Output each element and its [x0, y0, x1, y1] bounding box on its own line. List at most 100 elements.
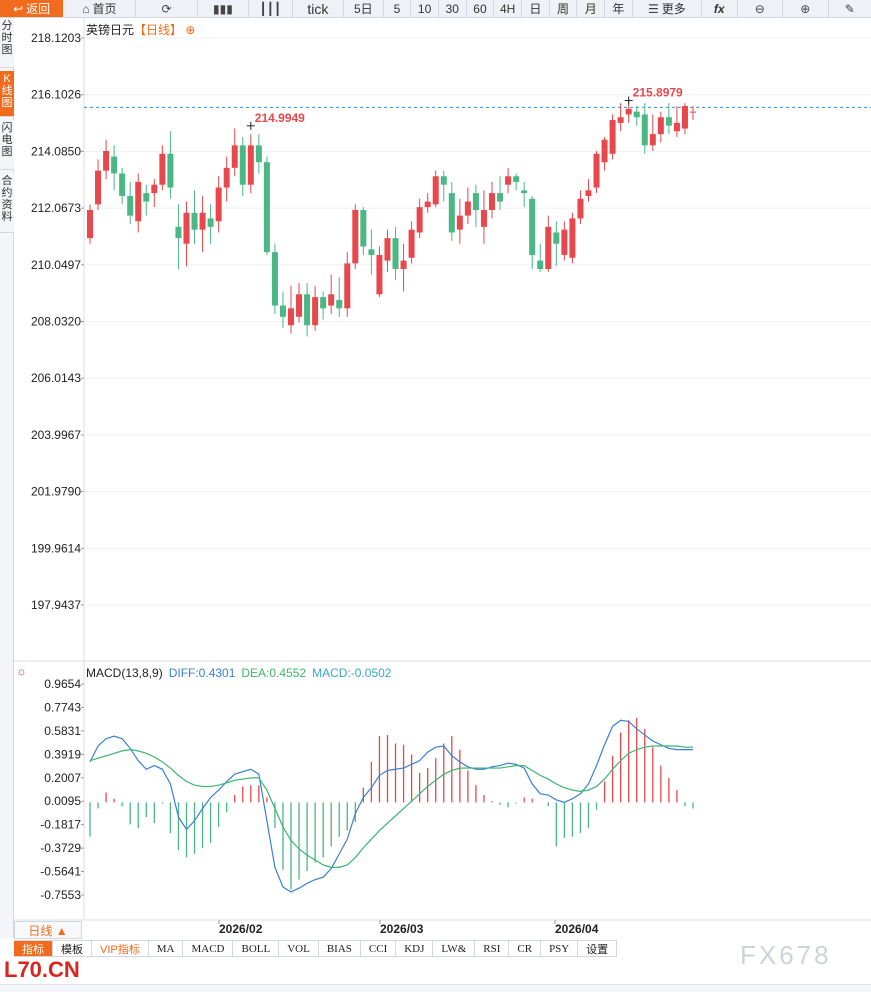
indicator-lw[interactable]: LW&: [433, 941, 476, 956]
candlestick-icon: ┃┃┃: [259, 1, 282, 16]
candle-body: [175, 226, 182, 239]
indicator-cr[interactable]: CR: [509, 941, 542, 956]
period-30min[interactable]: 30: [439, 0, 467, 17]
period-60min[interactable]: 60: [467, 0, 495, 17]
bar-chart-icon: ▮▮▮: [213, 1, 233, 16]
kline-chart[interactable]: 218.1203 216.1026 214.0850 212.0673 210.0497…: [0, 0, 871, 940]
period-week[interactable]: 周: [550, 0, 578, 17]
period-year[interactable]: 年: [605, 0, 633, 17]
candle-body: [376, 254, 383, 295]
candle-body: [609, 120, 616, 154]
indicator-label: VOL: [287, 942, 310, 955]
back-button[interactable]: ↩ 返回: [0, 0, 64, 17]
settings-tab[interactable]: 设置: [578, 941, 618, 956]
template-tab[interactable]: 模板: [53, 941, 92, 956]
candle-body: [432, 176, 439, 205]
fx-button[interactable]: fx: [702, 0, 738, 17]
indicator-psy[interactable]: PSY: [541, 941, 579, 956]
indicator-label: 模板: [61, 943, 83, 956]
macd-title: MACD(13,8,9): [86, 666, 163, 680]
tab-label: 合约资料: [1, 175, 13, 223]
indicator-label: 设置: [586, 943, 609, 956]
candle-body: [111, 156, 118, 174]
refresh-button[interactable]: ⟳: [136, 0, 198, 17]
candle-body: [127, 195, 134, 216]
add-compare-icon[interactable]: ⊕: [185, 23, 196, 37]
period-label: 日: [529, 2, 542, 16]
chart-title: 英镑日元【日线】 ⊕: [86, 21, 195, 38]
tab-flash-chart[interactable]: 闪电图: [0, 120, 14, 170]
indicator-label: VIP指标: [100, 943, 140, 956]
zoom-in-icon: ⊕: [800, 1, 811, 16]
candle-body: [312, 297, 319, 326]
diff-line: [89, 719, 693, 893]
tab-kline[interactable]: K线图: [0, 71, 14, 117]
candle-body: [529, 198, 536, 255]
macd-tick-label: 0.2007: [44, 771, 81, 785]
macd-tick-label: 0.3919: [44, 747, 81, 761]
more-button[interactable]: ☰ 更多: [633, 0, 702, 17]
price-tick-label: 201.9790: [31, 485, 81, 499]
indicator-cci[interactable]: CCI: [361, 941, 397, 956]
fx-label: fx: [713, 1, 725, 16]
indicator-tab[interactable]: 指标: [14, 941, 53, 956]
period-label: 年: [612, 2, 625, 16]
macd-tick-label: 0.0095: [44, 794, 81, 808]
period-label: 5: [393, 1, 401, 16]
vip-indicator-tab[interactable]: VIP指标: [92, 941, 149, 956]
period-month[interactable]: 月: [577, 0, 606, 17]
price-tick-label: 206.0143: [31, 371, 81, 385]
candle-body: [279, 305, 286, 317]
date-tick-label: 2026/02: [219, 922, 263, 936]
price-tick-label: 216.1026: [31, 88, 81, 102]
price-tick-label: 212.0673: [31, 201, 81, 215]
zoom-in-button[interactable]: ⊕: [783, 0, 829, 17]
price-tick-label: 218.1203: [31, 31, 81, 45]
period-5day[interactable]: 5日: [344, 0, 384, 17]
candle-type-button[interactable]: ┃┃┃: [249, 0, 293, 17]
period-select-button[interactable]: 日线 ▲: [14, 921, 82, 939]
candle-body: [288, 308, 294, 326]
candle-body: [424, 201, 431, 208]
period-4h[interactable]: 4H: [494, 0, 522, 17]
tab-time-sharing[interactable]: 分时图: [0, 18, 14, 68]
settings-gear-icon[interactable]: ☼: [16, 664, 27, 678]
tab-contract-info[interactable]: 合约资料: [0, 173, 14, 233]
indicator-vol[interactable]: VOL: [279, 941, 319, 956]
macd-diff: DIFF:0.4301: [168, 666, 236, 680]
macd-header: MACD(13,8,9) DIFF:0.4301 DEA:0.4552 MACD:-0…: [86, 666, 397, 680]
tick-button[interactable]: tick: [293, 0, 345, 17]
candle-body: [577, 198, 584, 219]
home-button[interactable]: ⌂ 首页: [63, 0, 137, 17]
date-tick-label: 2026/04: [555, 922, 599, 936]
indicator-boll[interactable]: BOLL: [233, 941, 280, 956]
candle-body: [255, 145, 262, 163]
candle-body: [143, 193, 150, 202]
indicator-rsi[interactable]: RSI: [475, 941, 510, 956]
period-10min[interactable]: 10: [411, 0, 439, 17]
candle-body: [617, 117, 624, 123]
candle-body: [440, 176, 447, 185]
candle-body: [408, 229, 415, 258]
grid-lines: [14, 18, 871, 921]
period-day[interactable]: 日: [522, 0, 550, 17]
indicator-kdj[interactable]: KDJ: [396, 941, 434, 956]
macd-dea: DEA:0.4552: [241, 666, 307, 680]
indicator-bias[interactable]: BIAS: [319, 941, 361, 956]
high-marker-label: 214.9949: [255, 111, 305, 125]
candle-body: [521, 190, 528, 194]
zoom-out-button[interactable]: ⊖: [738, 0, 784, 17]
candle-body: [537, 260, 544, 270]
chart-type-button[interactable]: ▮▮▮: [198, 0, 250, 17]
indicator-label: RSI: [483, 942, 501, 955]
candle-body: [199, 212, 206, 230]
indicator-ma[interactable]: MA: [149, 941, 184, 956]
indicator-label: PSY: [549, 942, 570, 955]
price-tick-label: 199.9614: [31, 541, 81, 555]
draw-tool-button[interactable]: ✎: [829, 0, 871, 17]
indicator-label: MA: [156, 942, 175, 955]
period-5min[interactable]: 5: [384, 0, 412, 17]
candle-body: [464, 201, 471, 216]
candle-body: [215, 187, 222, 222]
indicator-macd[interactable]: MACD: [183, 941, 234, 956]
